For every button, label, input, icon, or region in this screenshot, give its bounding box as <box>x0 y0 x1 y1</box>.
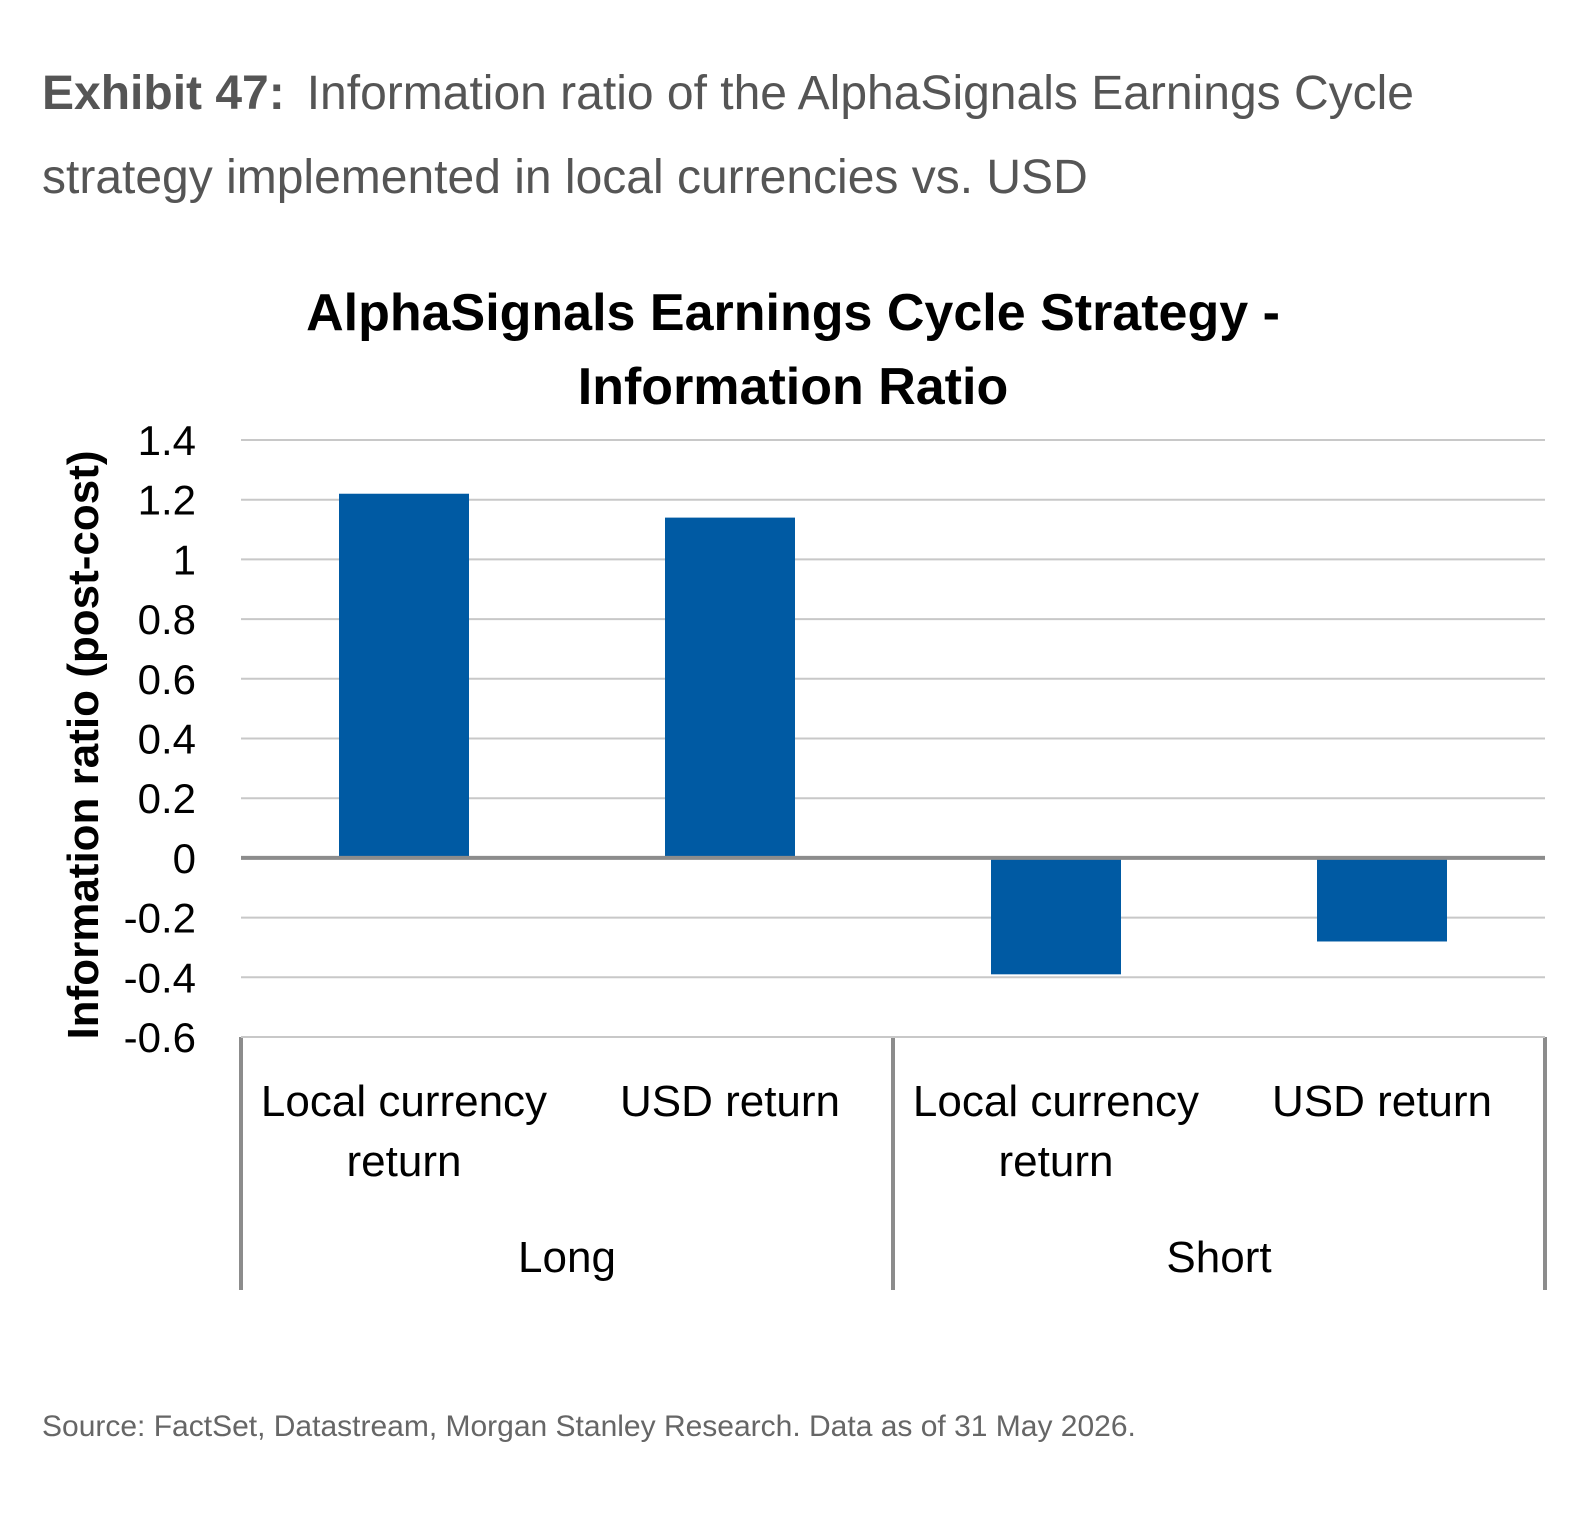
y-tick-label: -0.6 <box>124 1014 196 1061</box>
y-tick-label: 0.4 <box>138 716 196 763</box>
x-category-label: return <box>999 1137 1114 1186</box>
x-category-label: Local currency <box>913 1077 1199 1126</box>
exhibit-label: Exhibit 47: <box>42 67 285 120</box>
chart-title-line: Information Ratio <box>578 358 1008 416</box>
bar <box>1317 857 1447 942</box>
x-category-label: Local currency <box>261 1077 547 1126</box>
exhibit-title: Information ratio of the AlphaSignals Ea… <box>42 67 1414 204</box>
source-note: Source: FactSet, Datastream, Morgan Stan… <box>42 1410 1136 1443</box>
y-tick-label: -0.4 <box>124 954 196 1001</box>
exhibit-heading: Exhibit 47: Information ratio of the Alph… <box>42 52 1542 220</box>
y-tick-label: 1 <box>173 536 196 583</box>
x-category-label: USD return <box>620 1077 840 1126</box>
bar <box>991 857 1121 975</box>
y-tick-label: 1.2 <box>138 477 196 524</box>
x-category-label: return <box>347 1137 462 1186</box>
x-group-label: Long <box>518 1233 616 1282</box>
y-axis-title: Information ratio (post-cost) <box>59 450 108 1039</box>
x-group-label: Short <box>1166 1233 1271 1282</box>
bar <box>339 493 469 858</box>
y-tick-label: 0 <box>173 835 196 882</box>
bar <box>665 517 795 858</box>
y-tick-label: 0.2 <box>138 775 196 822</box>
bar-chart: AlphaSignals Earnings Cycle Strategy - In… <box>59 284 1547 1290</box>
y-tick-label: 0.8 <box>138 596 196 643</box>
x-category-label: USD return <box>1272 1077 1492 1126</box>
chart-title-line: AlphaSignals Earnings Cycle Strategy - <box>306 284 1280 342</box>
y-tick-label: 0.6 <box>138 656 196 703</box>
y-tick-label: -0.2 <box>124 895 196 942</box>
y-tick-label: 1.4 <box>138 417 196 464</box>
